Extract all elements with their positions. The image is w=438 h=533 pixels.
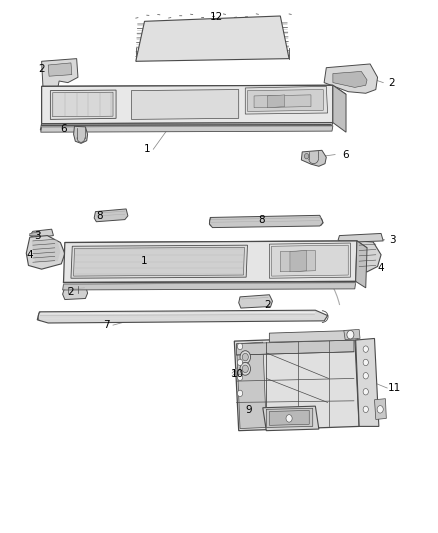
Polygon shape: [74, 126, 88, 143]
Text: 9: 9: [245, 406, 252, 415]
Circle shape: [363, 406, 368, 413]
Polygon shape: [74, 247, 244, 276]
Circle shape: [240, 362, 251, 375]
Text: 4: 4: [26, 250, 33, 260]
Polygon shape: [32, 239, 60, 263]
Polygon shape: [42, 85, 333, 124]
Circle shape: [363, 389, 368, 395]
Circle shape: [377, 406, 383, 413]
Text: 6: 6: [343, 150, 350, 159]
Polygon shape: [42, 59, 78, 88]
Polygon shape: [94, 209, 128, 222]
Polygon shape: [64, 241, 357, 282]
Polygon shape: [280, 251, 315, 272]
Polygon shape: [333, 85, 346, 132]
Polygon shape: [245, 86, 328, 114]
Text: 6: 6: [60, 124, 67, 134]
Circle shape: [237, 359, 243, 366]
Polygon shape: [41, 126, 333, 132]
Polygon shape: [374, 399, 386, 419]
Polygon shape: [63, 285, 88, 300]
Circle shape: [363, 346, 368, 352]
Circle shape: [286, 415, 292, 422]
Polygon shape: [254, 95, 311, 108]
Polygon shape: [209, 215, 323, 228]
Polygon shape: [239, 295, 272, 308]
Circle shape: [363, 373, 368, 379]
Polygon shape: [269, 243, 350, 278]
Polygon shape: [42, 85, 346, 96]
Polygon shape: [272, 245, 348, 276]
Polygon shape: [40, 123, 333, 130]
Polygon shape: [63, 282, 356, 290]
Polygon shape: [50, 90, 116, 119]
Text: 8: 8: [258, 215, 265, 224]
Polygon shape: [53, 92, 113, 117]
Polygon shape: [338, 233, 383, 243]
Polygon shape: [356, 241, 367, 288]
Polygon shape: [48, 63, 72, 76]
Polygon shape: [267, 95, 285, 108]
Text: 11: 11: [388, 383, 401, 393]
Polygon shape: [266, 408, 313, 427]
Polygon shape: [263, 406, 319, 431]
Polygon shape: [30, 232, 39, 236]
Circle shape: [242, 353, 248, 361]
Text: 10: 10: [231, 369, 244, 379]
Circle shape: [347, 330, 354, 339]
Circle shape: [240, 351, 251, 364]
Circle shape: [237, 343, 243, 350]
Polygon shape: [344, 329, 360, 340]
Polygon shape: [247, 90, 323, 111]
Text: 2: 2: [67, 287, 74, 297]
Circle shape: [242, 365, 248, 373]
Polygon shape: [136, 16, 289, 61]
Polygon shape: [269, 330, 358, 342]
Polygon shape: [37, 310, 328, 323]
Text: 7: 7: [103, 320, 110, 330]
Polygon shape: [333, 71, 367, 87]
Text: 4: 4: [378, 263, 385, 272]
Polygon shape: [356, 338, 379, 426]
Text: 2: 2: [389, 78, 396, 87]
Circle shape: [363, 359, 368, 366]
Polygon shape: [290, 251, 307, 272]
Text: 2: 2: [38, 64, 45, 74]
Polygon shape: [71, 245, 247, 278]
Polygon shape: [131, 90, 239, 119]
Polygon shape: [26, 236, 65, 269]
Text: 8: 8: [96, 212, 103, 221]
Polygon shape: [269, 410, 309, 425]
Circle shape: [237, 390, 243, 397]
Polygon shape: [30, 229, 53, 238]
Text: 3: 3: [389, 235, 396, 245]
Polygon shape: [324, 64, 378, 93]
Text: 1: 1: [141, 256, 148, 266]
Polygon shape: [237, 340, 354, 355]
Text: 2: 2: [264, 300, 271, 310]
Circle shape: [304, 154, 309, 159]
Text: 3: 3: [34, 231, 41, 240]
Polygon shape: [356, 241, 381, 281]
Circle shape: [237, 374, 243, 381]
Polygon shape: [234, 337, 359, 431]
Text: 12: 12: [210, 12, 223, 22]
Polygon shape: [237, 342, 266, 429]
Polygon shape: [65, 241, 367, 249]
Polygon shape: [301, 150, 326, 166]
Text: 1: 1: [143, 144, 150, 154]
